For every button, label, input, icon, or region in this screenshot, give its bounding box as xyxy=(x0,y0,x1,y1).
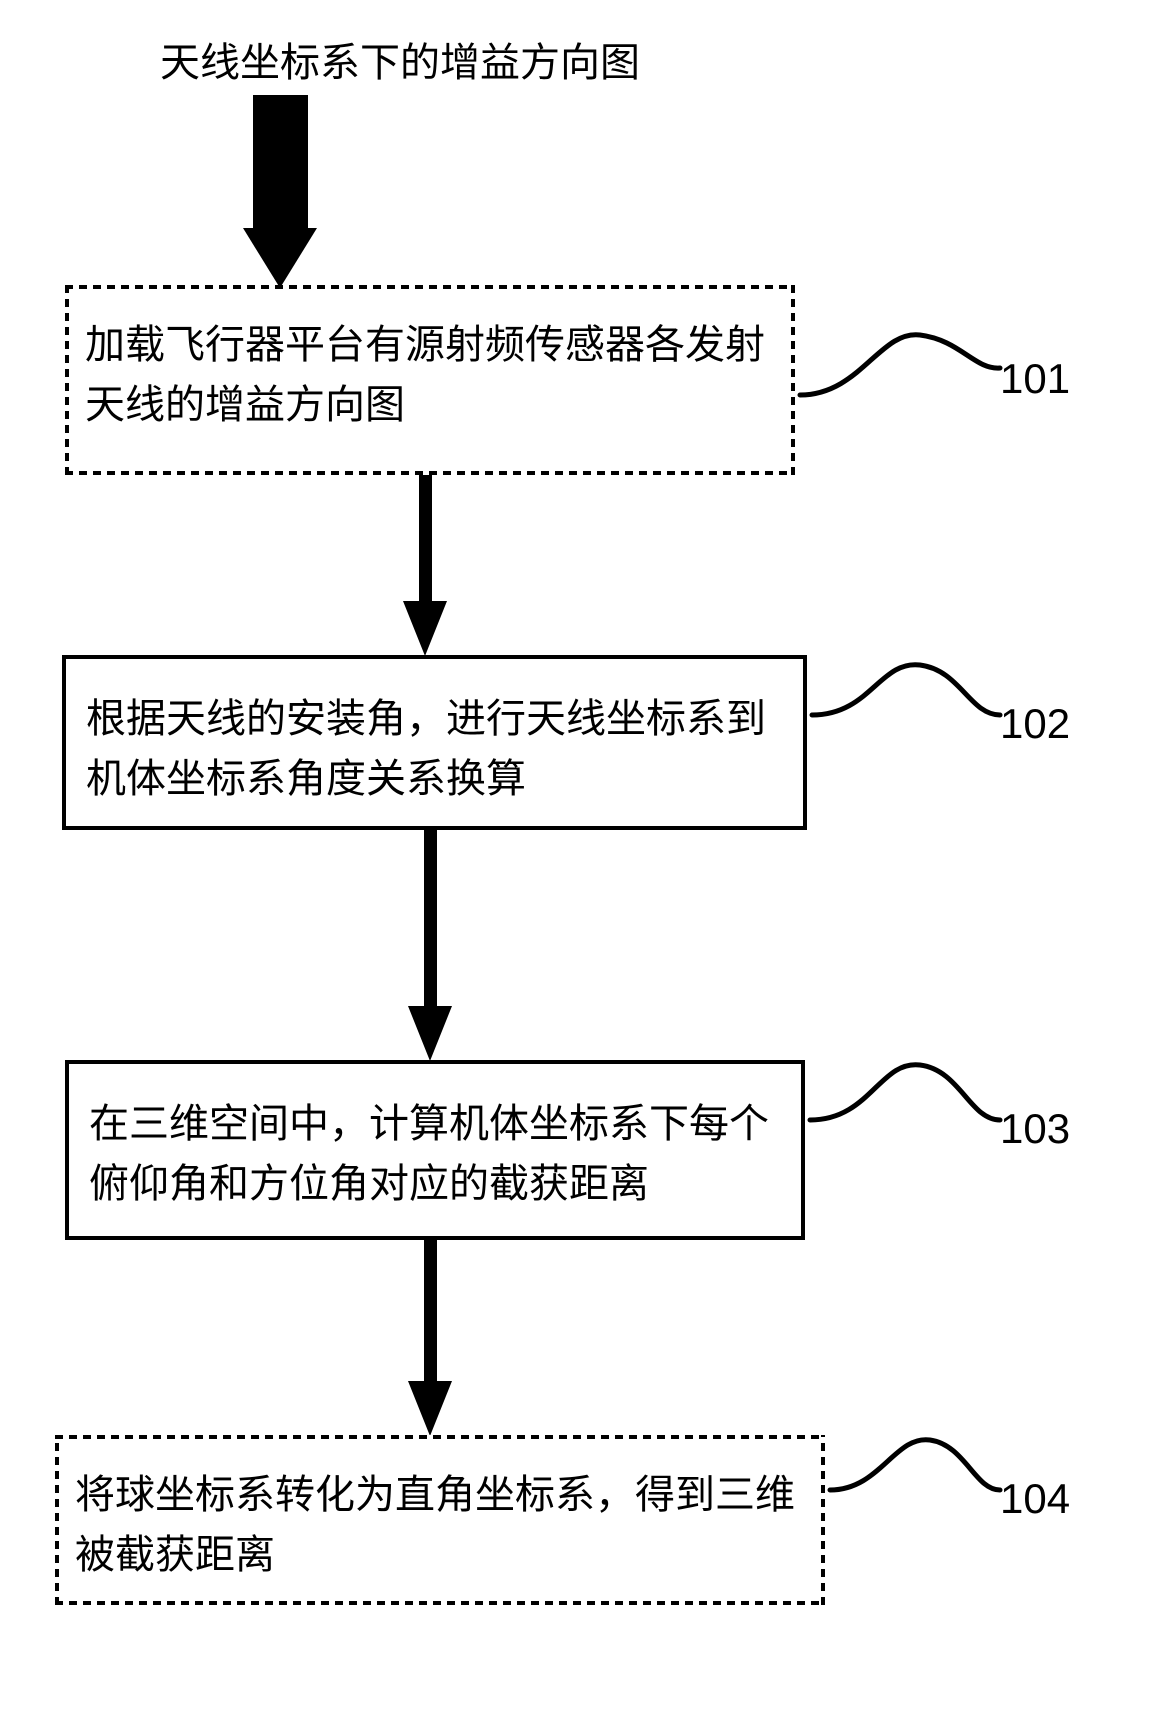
step-box-4: 将球坐标系转化为直角坐标系，得到三维被截获距离 xyxy=(55,1435,825,1605)
step-box-1: 加载飞行器平台有源射频传感器各发射天线的增益方向图 xyxy=(65,285,795,475)
step-box-3-text: 在三维空间中，计算机体坐标系下每个俯仰角和方位角对应的截获距离 xyxy=(89,1102,769,1206)
connector-101 xyxy=(800,335,1000,395)
arrow-n1-to-n2-head xyxy=(403,601,447,656)
step-box-2: 根据天线的安装角，进行天线坐标系到机体坐标系角度关系换算 xyxy=(62,655,807,830)
arrow-title-to-n1-head xyxy=(243,228,317,288)
step-box-1-text: 加载飞行器平台有源射频传感器各发射天线的增益方向图 xyxy=(85,323,765,427)
connector-102 xyxy=(812,665,1000,715)
arrow-n3-to-n4-shaft xyxy=(424,1240,437,1383)
arrow-n3-to-n4-head xyxy=(408,1381,452,1436)
step-label-103: 103 xyxy=(1000,1105,1070,1153)
step-box-4-text: 将球坐标系转化为直角坐标系，得到三维被截获距离 xyxy=(75,1473,795,1577)
diagram-title: 天线坐标系下的增益方向图 xyxy=(160,30,640,88)
step-label-101: 101 xyxy=(1000,355,1070,403)
step-label-102: 102 xyxy=(1000,700,1070,748)
arrow-n2-to-n3-shaft xyxy=(424,830,437,1008)
connector-103 xyxy=(810,1065,1000,1120)
arrow-n2-to-n3-head xyxy=(408,1006,452,1061)
step-label-104: 104 xyxy=(1000,1475,1070,1523)
step-box-2-text: 根据天线的安装角，进行天线坐标系到机体坐标系角度关系换算 xyxy=(86,697,766,801)
connector-104 xyxy=(830,1440,1000,1490)
arrow-n1-to-n2-shaft xyxy=(419,475,432,603)
arrow-title-to-n1-shaft xyxy=(253,95,308,230)
step-box-3: 在三维空间中，计算机体坐标系下每个俯仰角和方位角对应的截获距离 xyxy=(65,1060,805,1240)
